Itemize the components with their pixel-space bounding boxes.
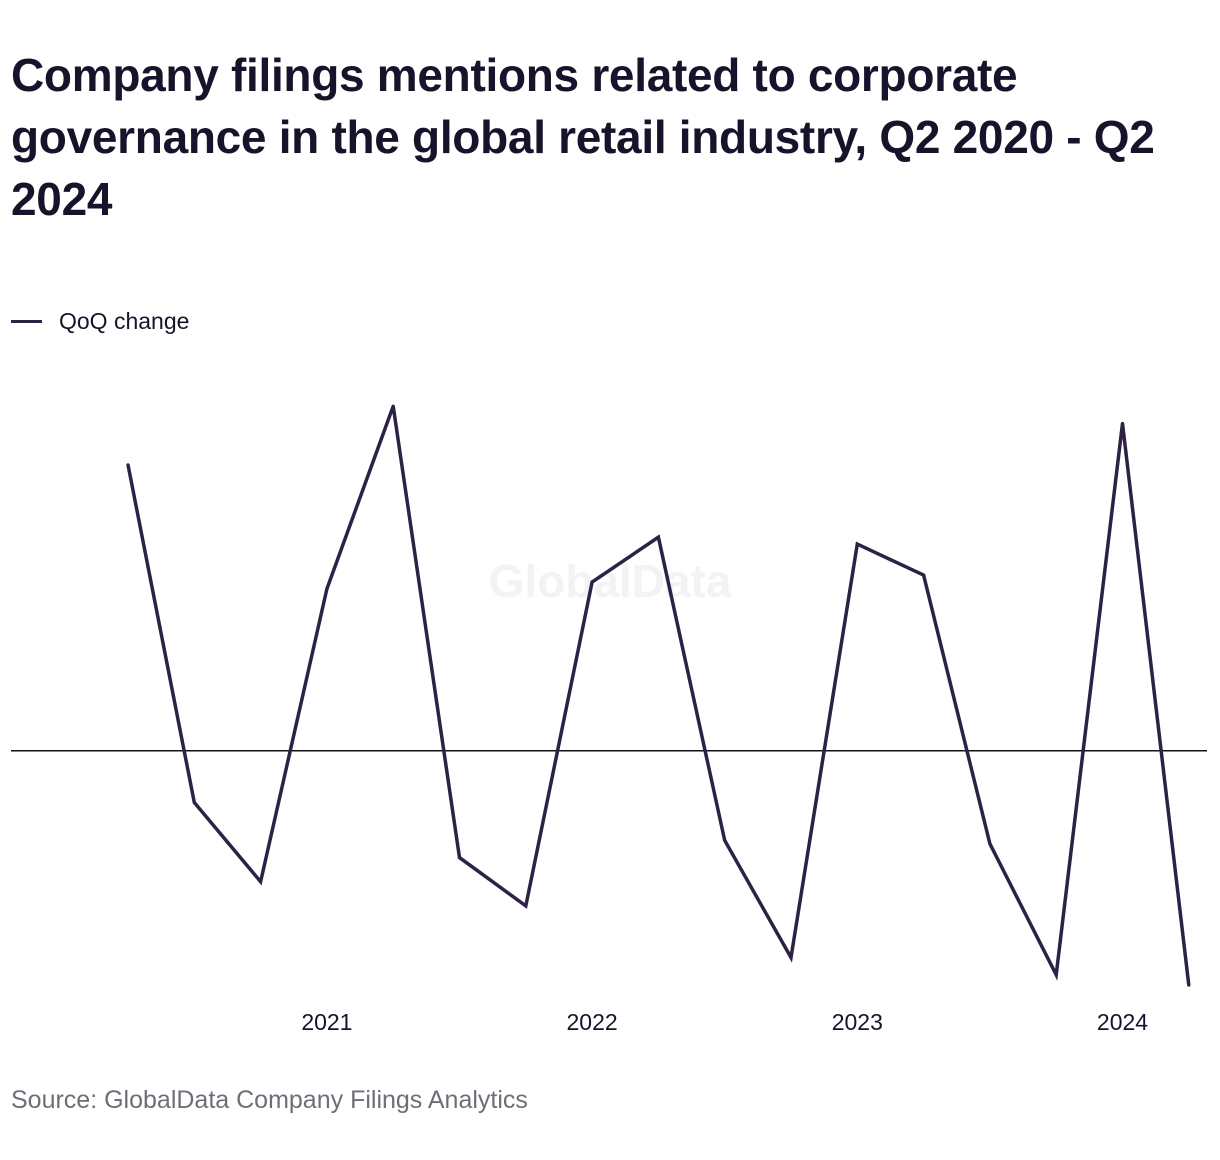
- data-point-q2-2020: [126, 463, 130, 467]
- x-axis-tick-labels: 2021 2022 2023 2024: [301, 1009, 1148, 1035]
- data-point-q2-2024: [1187, 983, 1191, 987]
- data-point-q4-2022: [789, 955, 793, 960]
- chart-title: Company filings mentions related to corp…: [11, 49, 1155, 225]
- x-tick-label-2022: 2022: [567, 1009, 618, 1035]
- data-point-q1-2024: [1120, 421, 1125, 426]
- legend: QoQ change: [11, 306, 189, 336]
- data-point-q1-2022: [590, 580, 594, 584]
- x-tick-label-2021: 2021: [301, 1009, 352, 1035]
- data-point-q3-2020: [192, 800, 196, 805]
- series-line-qoq-change: [126, 405, 1191, 986]
- series-layer: [126, 404, 1191, 987]
- x-tick-label-2023: 2023: [832, 1009, 883, 1035]
- data-point-q3-2022: [723, 838, 727, 843]
- data-point-q3-2021: [457, 856, 462, 860]
- data-point-q4-2023: [1054, 973, 1058, 977]
- data-point-q1-2023: [855, 542, 859, 546]
- data-point-q2-2023: [922, 573, 926, 577]
- line-chart: GlobalData 2021 2022 2023 2024: [11, 404, 1207, 1035]
- x-tick-label-2024: 2024: [1097, 1009, 1148, 1035]
- data-point-q2-2021: [391, 404, 395, 408]
- legend-label-qoq-change: QoQ change: [59, 307, 190, 334]
- data-point-q4-2020: [259, 880, 263, 884]
- data-point-q1-2021: [325, 587, 329, 591]
- data-point-q2-2022: [656, 535, 661, 539]
- source-note: Source: GlobalData Company Filings Analy…: [11, 1086, 528, 1114]
- data-point-q3-2023: [988, 842, 992, 846]
- watermark: GlobalData: [489, 555, 732, 607]
- legend-swatch-qoq-change: [11, 319, 42, 323]
- data-point-q4-2021: [524, 904, 528, 908]
